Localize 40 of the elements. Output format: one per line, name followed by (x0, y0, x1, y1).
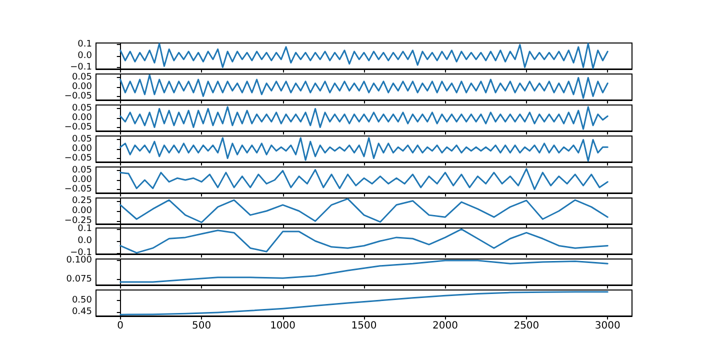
y-tick-label: 0.100 (66, 256, 92, 266)
y-tick-label: 0.05 (72, 134, 92, 144)
y-tick-label: 0.25 (72, 195, 92, 206)
y-tick-label: 0.45 (72, 307, 92, 318)
y-tick-label: 0.05 (72, 72, 92, 83)
y-tick-label: −0.05 (64, 152, 92, 163)
y-tick-label: 0.0 (78, 51, 92, 61)
line-series (120, 106, 608, 130)
line-series (120, 228, 608, 254)
y-tick-label: 0.1 (78, 224, 92, 235)
y-tick-label: 0.0 (78, 236, 92, 246)
y-tick-label: 0.05 (72, 165, 92, 176)
y-tick-label: −0.05 (64, 122, 92, 132)
x-tick-label: 0 (117, 320, 124, 332)
y-tick-label: 0.1 (78, 40, 92, 50)
x-tick-label: 2000 (432, 320, 458, 332)
y-tick-label: 0.00 (72, 206, 92, 216)
x-tick-label: 1500 (351, 320, 377, 332)
y-tick-label: 0.00 (72, 82, 92, 92)
y-tick-label: 0.00 (72, 112, 92, 123)
y-tick-label: −0.25 (64, 216, 92, 226)
y-tick-label: −0.05 (64, 184, 92, 194)
x-tick-label: 3000 (594, 320, 620, 332)
line-series (120, 260, 608, 283)
x-tick-label: 2500 (514, 320, 540, 332)
y-tick-label: 0.05 (72, 104, 92, 114)
line-series (120, 42, 608, 70)
y-tick-label: 0.075 (66, 274, 92, 285)
x-tick-label: 500 (192, 320, 212, 332)
line-series (120, 291, 608, 316)
line-series (120, 168, 608, 190)
line-series (120, 74, 608, 99)
y-tick-label: 0.50 (72, 296, 92, 306)
y-tick-label: 0.00 (72, 174, 92, 185)
line-series (120, 136, 608, 162)
y-tick-label: −0.1 (70, 62, 92, 72)
x-tick-label: 1000 (270, 320, 296, 332)
y-tick-label: 0.00 (72, 144, 92, 154)
y-tick-label: −0.05 (64, 91, 92, 102)
line-series (120, 198, 608, 223)
